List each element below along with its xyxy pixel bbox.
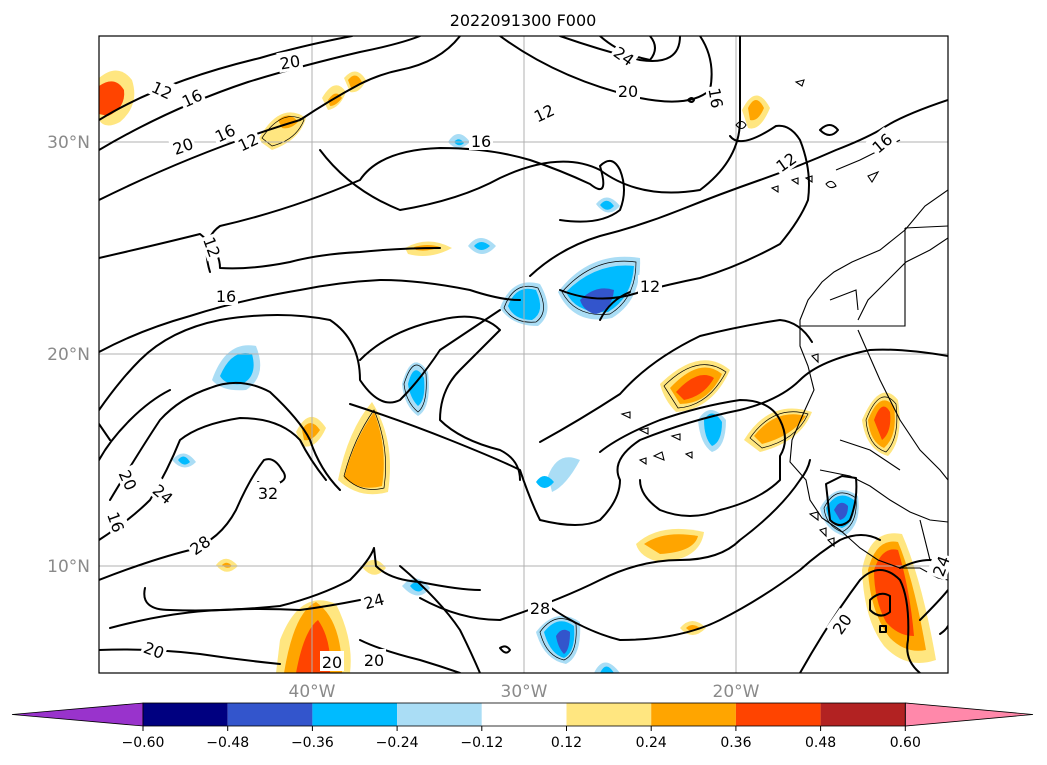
colorbar-bin: [481, 703, 567, 726]
colorbar: −0.60 −0.48 −0.36 −0.24 −0.12 0.12 0.24 0.36 0.4…: [11, 702, 1034, 751]
colorbar-tick-label: −0.24: [376, 735, 419, 751]
colorbar-frame: [142, 702, 906, 727]
lat-label-20n: 20°N: [47, 345, 90, 365]
lon-labels: 40°W 30°W 20°W: [289, 682, 760, 702]
colorbar-tick-label: −0.12: [460, 735, 503, 751]
colorbar-tick-label: 0.12: [551, 735, 582, 751]
lat-label-10n: 10°N: [47, 557, 90, 577]
colorbar-bin: [820, 703, 906, 726]
contour-label: 20: [278, 51, 301, 73]
colorbar-tick-label: 0.24: [636, 735, 667, 751]
map-frame: [98, 35, 949, 674]
lat-label-30n: 30°N: [47, 133, 90, 153]
colorbar-bin: [227, 703, 313, 726]
lon-label-20w: 20°W: [713, 682, 760, 702]
contour-label: 16: [471, 132, 491, 151]
colorbar-bin: [651, 703, 736, 726]
colorbar-tick-label: 0.60: [890, 735, 921, 751]
lon-label-40w: 40°W: [289, 682, 336, 702]
contour-label: 16: [704, 86, 726, 109]
colorbar-tick-label: −0.36: [291, 735, 334, 751]
colorbar-bin: [735, 703, 821, 726]
map-panel: [98, 35, 949, 674]
colorbar-extend-high: [904, 702, 1034, 727]
colorbar-tick-label: −0.48: [206, 735, 249, 751]
contours: [99, 36, 948, 673]
contour-label: 24: [362, 590, 387, 614]
contour-label: 20: [322, 653, 342, 672]
shading-layer: [99, 70, 936, 673]
contour-labels: 12 16 20 16 12 20 24 20: [103, 40, 954, 672]
contour-label: 12: [640, 277, 660, 296]
contour-label: 20: [364, 651, 384, 670]
colorbar-bin: [566, 703, 652, 726]
colorbar-bin: [312, 703, 398, 726]
map-title: 2022091300 F000: [450, 11, 597, 30]
lat-labels: 30°N 20°N 10°N: [47, 133, 90, 577]
contour-label: 16: [216, 287, 236, 306]
contour-label: 20: [618, 82, 638, 101]
colorbar-tick-label: 0.36: [720, 735, 751, 751]
contour-label: 32: [258, 484, 278, 503]
contour-label: 28: [530, 599, 550, 618]
colorbar-tick-label: −0.60: [122, 735, 165, 751]
colorbar-bin: [143, 703, 228, 726]
colorbar-extend-low: [11, 702, 144, 727]
colorbar-bin: [397, 703, 482, 726]
colorbar-tick-label: 0.48: [805, 735, 836, 751]
lon-label-30w: 30°W: [501, 682, 548, 702]
